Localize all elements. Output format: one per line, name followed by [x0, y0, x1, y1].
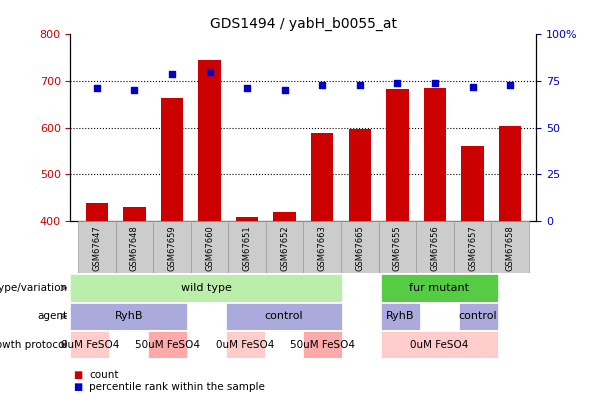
Text: RyhB: RyhB: [386, 311, 415, 321]
Point: [392, 80, 402, 86]
FancyBboxPatch shape: [459, 303, 498, 330]
Bar: [236, 217, 258, 221]
Text: 0uM FeSO4: 0uM FeSO4: [61, 340, 119, 350]
Bar: [461, 146, 484, 221]
Text: GSM67665: GSM67665: [356, 225, 364, 271]
Text: RyhB: RyhB: [115, 311, 143, 321]
Point: [92, 85, 102, 92]
Text: GSM67656: GSM67656: [430, 225, 440, 271]
Text: genotype/variation: genotype/variation: [0, 283, 67, 293]
Text: GSM67657: GSM67657: [468, 225, 477, 271]
FancyBboxPatch shape: [381, 274, 498, 302]
Text: GSM67652: GSM67652: [280, 225, 289, 271]
FancyBboxPatch shape: [303, 221, 341, 273]
FancyBboxPatch shape: [70, 303, 187, 330]
Text: agent: agent: [37, 311, 67, 321]
FancyBboxPatch shape: [379, 221, 416, 273]
Text: control: control: [459, 311, 498, 321]
Point: [242, 85, 252, 92]
Bar: [424, 88, 446, 221]
FancyBboxPatch shape: [303, 331, 342, 358]
Bar: [273, 212, 296, 221]
Point: [355, 81, 365, 88]
FancyBboxPatch shape: [70, 331, 109, 358]
Text: 0uM FeSO4: 0uM FeSO4: [410, 340, 468, 350]
Bar: [499, 126, 521, 221]
Bar: [386, 90, 409, 221]
Bar: [123, 207, 146, 221]
FancyBboxPatch shape: [191, 221, 228, 273]
FancyBboxPatch shape: [78, 221, 116, 273]
Text: GSM67647: GSM67647: [93, 225, 101, 271]
Title: GDS1494 / yabH_b0055_at: GDS1494 / yabH_b0055_at: [210, 17, 397, 31]
FancyBboxPatch shape: [228, 221, 266, 273]
Text: 0uM FeSO4: 0uM FeSO4: [216, 340, 275, 350]
FancyBboxPatch shape: [416, 221, 454, 273]
Text: GSM67648: GSM67648: [130, 225, 139, 271]
Text: GSM67658: GSM67658: [506, 225, 514, 271]
FancyBboxPatch shape: [381, 331, 498, 358]
Text: growth protocol: growth protocol: [0, 340, 67, 350]
Text: GSM67651: GSM67651: [243, 225, 251, 271]
FancyBboxPatch shape: [70, 274, 342, 302]
Bar: [198, 60, 221, 221]
Point: [318, 81, 327, 88]
Point: [468, 83, 478, 90]
Point: [167, 70, 177, 77]
FancyBboxPatch shape: [226, 331, 265, 358]
Text: ■: ■: [74, 370, 83, 379]
Text: fur mutant: fur mutant: [409, 283, 470, 293]
Point: [205, 68, 215, 75]
Bar: [86, 203, 108, 221]
Text: percentile rank within the sample: percentile rank within the sample: [89, 382, 265, 392]
Bar: [311, 133, 333, 221]
Text: 50uM FeSO4: 50uM FeSO4: [291, 340, 356, 350]
Point: [430, 80, 440, 86]
FancyBboxPatch shape: [454, 221, 491, 273]
Bar: [161, 98, 183, 221]
FancyBboxPatch shape: [491, 221, 529, 273]
FancyBboxPatch shape: [266, 221, 303, 273]
Text: GSM67655: GSM67655: [393, 225, 402, 271]
Bar: [349, 128, 371, 221]
Point: [505, 81, 515, 88]
FancyBboxPatch shape: [148, 331, 187, 358]
Point: [129, 87, 139, 94]
Text: 50uM FeSO4: 50uM FeSO4: [135, 340, 200, 350]
Point: [280, 87, 289, 94]
FancyBboxPatch shape: [116, 221, 153, 273]
Text: control: control: [265, 311, 303, 321]
FancyBboxPatch shape: [153, 221, 191, 273]
Text: count: count: [89, 370, 118, 379]
FancyBboxPatch shape: [381, 303, 420, 330]
Text: wild type: wild type: [181, 283, 232, 293]
FancyBboxPatch shape: [226, 303, 342, 330]
Text: GSM67659: GSM67659: [167, 225, 177, 271]
FancyBboxPatch shape: [341, 221, 379, 273]
Text: GSM67663: GSM67663: [318, 225, 327, 271]
Text: ■: ■: [74, 382, 83, 392]
Text: GSM67660: GSM67660: [205, 225, 214, 271]
